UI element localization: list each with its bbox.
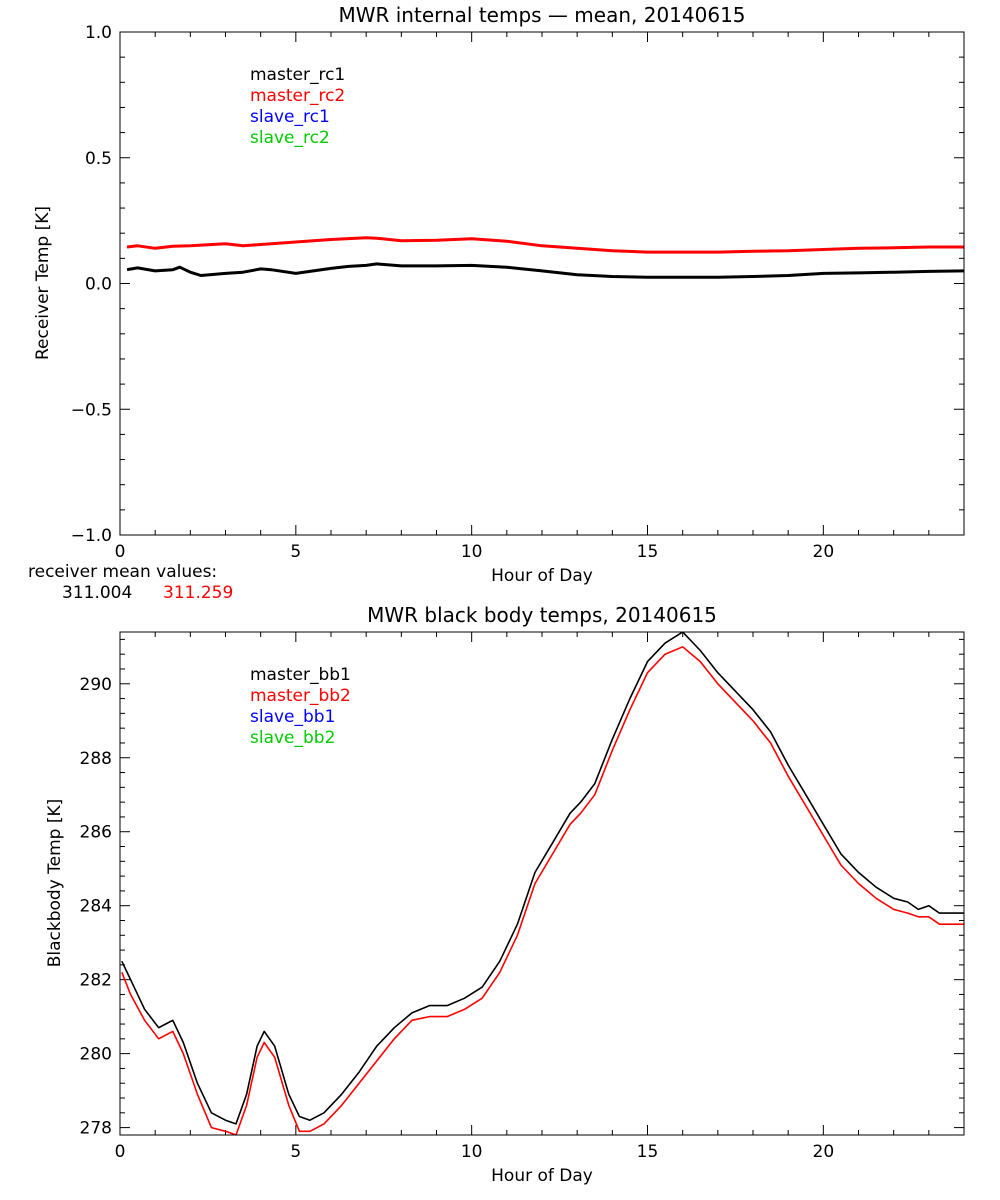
series-line-master_rc2 bbox=[126, 236, 964, 254]
legend-entry-master_rc2: master_rc2 bbox=[250, 86, 345, 106]
chart2-plot-frame bbox=[119, 631, 965, 1136]
legend-entry-slave_bb2: slave_bb2 bbox=[250, 728, 335, 748]
chart1-title: MWR internal temps — mean, 20140615 bbox=[338, 3, 745, 27]
chart1-y-axis-label: Receiver Temp [K] bbox=[33, 206, 53, 360]
y-tick-label: 278 bbox=[80, 1119, 112, 1139]
y-tick-label: 284 bbox=[80, 897, 112, 917]
legend-entry-master_bb2: master_bb2 bbox=[250, 686, 351, 706]
x-tick-label: 0 bbox=[115, 542, 126, 562]
x-tick-label: 5 bbox=[290, 542, 301, 562]
y-tick-label: 280 bbox=[80, 1045, 112, 1065]
chart2-y-axis-label: Blackbody Temp [K] bbox=[45, 799, 65, 968]
mean-value-master-rc2: 311.259 bbox=[163, 583, 233, 603]
mean-values-heading: receiver mean values: bbox=[28, 562, 217, 582]
y-tick-label: 1.0 bbox=[85, 23, 112, 43]
legend-entry-slave_rc1: slave_rc1 bbox=[250, 107, 330, 127]
blackbody-temp-chart: MWR black body temps, 20140615 0 5 10 15 20 2… bbox=[45, 603, 965, 1186]
receiver-temp-chart: MWR internal temps — mean, 20140615 0 5 10… bbox=[33, 3, 965, 586]
legend-entry-slave_rc2: slave_rc2 bbox=[250, 128, 330, 148]
x-tick-label: 15 bbox=[637, 542, 659, 562]
y-tick-label: 290 bbox=[80, 675, 112, 695]
chart1-x-axis-label: Hour of Day bbox=[491, 566, 593, 586]
y-tick-label: 288 bbox=[80, 749, 112, 769]
y-tick-label: 0.0 bbox=[85, 275, 112, 295]
y-tick-label: 282 bbox=[80, 971, 112, 991]
chart2-x-axis-label: Hour of Day bbox=[491, 1166, 593, 1186]
series-line-master_bb1 bbox=[121, 632, 964, 1125]
receiver-mean-values: receiver mean values: 311.004 311.259 bbox=[28, 562, 233, 603]
series-line-master_bb2 bbox=[121, 645, 964, 1135]
legend-entry-master_rc1: master_rc1 bbox=[250, 65, 345, 85]
x-tick-label: 5 bbox=[290, 1142, 301, 1162]
mean-value-master-rc1: 311.004 bbox=[62, 583, 132, 603]
x-tick-label: 10 bbox=[461, 1142, 483, 1162]
y-tick-label: 286 bbox=[80, 823, 112, 843]
x-tick-label: 10 bbox=[461, 542, 483, 562]
chart1-plot-frame bbox=[119, 31, 965, 536]
series-line-master_rc1 bbox=[126, 262, 964, 279]
x-tick-label: 0 bbox=[115, 1142, 126, 1162]
legend-entry-slave_bb1: slave_bb1 bbox=[250, 707, 335, 727]
chart2-title: MWR black body temps, 20140615 bbox=[367, 603, 717, 627]
x-tick-label: 15 bbox=[637, 1142, 659, 1162]
y-tick-label: −0.5 bbox=[71, 400, 112, 420]
y-tick-label: −1.0 bbox=[71, 526, 112, 546]
y-tick-label: 0.5 bbox=[85, 149, 112, 169]
x-tick-label: 20 bbox=[813, 1142, 835, 1162]
legend-entry-master_bb1: master_bb1 bbox=[250, 665, 351, 685]
x-tick-label: 20 bbox=[813, 542, 835, 562]
